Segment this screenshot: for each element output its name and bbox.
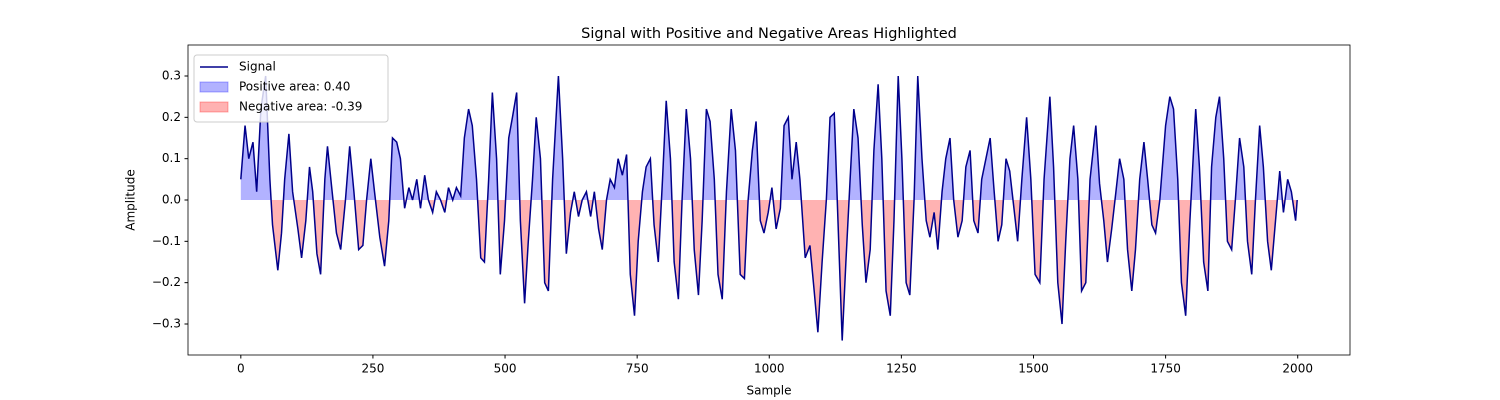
- y-tick-label: 0.3: [162, 69, 181, 83]
- legend: Signal Positive area: 0.40 Negative area: …: [193, 54, 389, 123]
- signal-line: [240, 75, 1298, 341]
- y-axis-label: Amplitude: [124, 169, 138, 231]
- y-tick-label: 0.0: [162, 193, 181, 207]
- x-tick-label: 2000: [1282, 362, 1313, 376]
- y-tick-label: −0.3: [152, 317, 181, 331]
- y-tick-label: 0.2: [162, 110, 181, 124]
- x-tick-label: 250: [361, 362, 384, 376]
- x-tick-label: 1750: [1150, 362, 1181, 376]
- legend-label: Signal: [239, 60, 276, 74]
- y-tick-label: 0.1: [162, 151, 181, 165]
- x-tick-label: 750: [626, 362, 649, 376]
- x-tick-label: 1000: [754, 362, 785, 376]
- legend-label: Negative area: -0.39: [239, 100, 362, 114]
- legend-label: Positive area: 0.40: [239, 80, 350, 94]
- y-tick-label: −0.2: [152, 275, 181, 289]
- x-tick-label: 0: [237, 362, 245, 376]
- y-tick-label: −0.1: [152, 234, 181, 248]
- plot-area: 0 250 500 750 1000 1250 1500 1750 2000 −0.3 −0.2 −0…: [152, 44, 1351, 376]
- legend-frame: [193, 54, 389, 123]
- x-axis-label: Sample: [747, 384, 792, 398]
- legend-patch: [199, 81, 229, 93]
- legend-patch: [199, 101, 229, 113]
- x-tick-label: 500: [494, 362, 517, 376]
- x-tick-label: 1500: [1018, 362, 1049, 376]
- x-tick-label: 1250: [886, 362, 917, 376]
- chart-title: Signal with Positive and Negative Areas …: [581, 26, 957, 42]
